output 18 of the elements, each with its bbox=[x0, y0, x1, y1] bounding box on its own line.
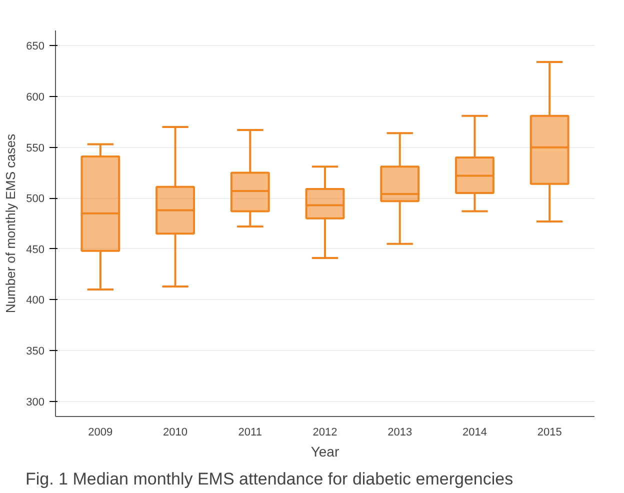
x-tick-label: 2015 bbox=[537, 426, 562, 438]
y-tick-label: 500 bbox=[26, 193, 45, 206]
x-axis-title: Year bbox=[310, 444, 340, 460]
x-tick-label: 2010 bbox=[163, 426, 188, 438]
y-tick-label: 600 bbox=[26, 92, 45, 104]
caption: Fig. 1 Median monthly EMS attendance for diabetic emergencies bbox=[26, 470, 514, 488]
x-tick-label: 2014 bbox=[462, 426, 487, 438]
y-axis-title: Number of monthly EMS cases bbox=[3, 133, 18, 314]
y-tick-label: 650 bbox=[26, 40, 45, 53]
y-tick-label: 550 bbox=[26, 142, 45, 154]
x-tick-label: 2012 bbox=[312, 426, 338, 438]
y-tick-label: 350 bbox=[26, 345, 45, 358]
x-tick-label: 2009 bbox=[88, 426, 113, 438]
y-tick-label: 300 bbox=[26, 396, 45, 408]
x-tick-label: 2011 bbox=[238, 426, 262, 438]
y-tick-label: 450 bbox=[26, 244, 45, 256]
y-tick-label: 400 bbox=[26, 294, 45, 307]
x-tick-label: 2013 bbox=[388, 426, 412, 438]
